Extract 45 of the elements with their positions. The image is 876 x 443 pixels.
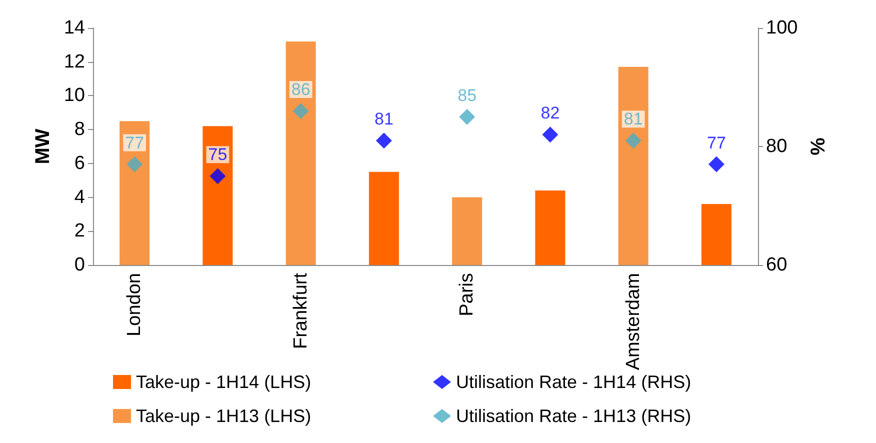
data-label: 75 (208, 145, 228, 164)
data-label: 81 (374, 110, 394, 129)
legend-label: Utilisation Rate - 1H14 (RHS) (456, 372, 692, 392)
data-label: 77 (706, 133, 726, 152)
point (210, 168, 226, 184)
bar (368, 172, 399, 265)
x-tick-label: London (124, 273, 146, 336)
x-tick-label: Frankfurt (290, 272, 312, 350)
y-tick-label: 4 (74, 186, 86, 208)
point (376, 132, 392, 149)
x-tick-label: Amsterdam (622, 273, 644, 370)
y2-tick-label: 100 (766, 18, 798, 38)
y-tick-label: 0 (74, 254, 85, 276)
data-label: 77 (125, 133, 144, 152)
y-tick-label: 12 (64, 51, 85, 72)
x-tick-label: Paris (456, 273, 478, 316)
legend-label: Take-up - 1H14 (LHS) (136, 372, 312, 392)
legend-label: Take-up - 1H13 (LHS) (136, 406, 312, 426)
point (542, 126, 558, 143)
y-tick-label: 14 (64, 18, 86, 38)
y2-tick-label: 80 (766, 136, 788, 157)
point (459, 108, 476, 125)
bar (535, 190, 566, 265)
point (292, 102, 309, 119)
bar (120, 121, 150, 265)
y-tick-label: 10 (64, 85, 85, 106)
bar (618, 66, 648, 265)
data-label: 85 (458, 86, 477, 105)
legend-label: Utilisation Rate - 1H13 (RHS) (456, 406, 692, 426)
y-tick-label: 8 (74, 119, 85, 140)
bar (452, 197, 482, 265)
data-label: 86 (291, 80, 310, 99)
y2-tick-label: 60 (766, 254, 788, 276)
bar (701, 204, 732, 265)
point (708, 156, 724, 172)
y-axis-title: MW (32, 128, 54, 164)
point (126, 156, 143, 172)
bar (286, 42, 316, 265)
data-label: 82 (540, 104, 560, 123)
data-label: 81 (624, 110, 643, 129)
y-tick-label: 6 (74, 152, 85, 174)
point (625, 132, 642, 149)
y-tick-label: 2 (74, 220, 85, 242)
bar (202, 126, 233, 265)
y2-axis-title: % (808, 137, 830, 156)
